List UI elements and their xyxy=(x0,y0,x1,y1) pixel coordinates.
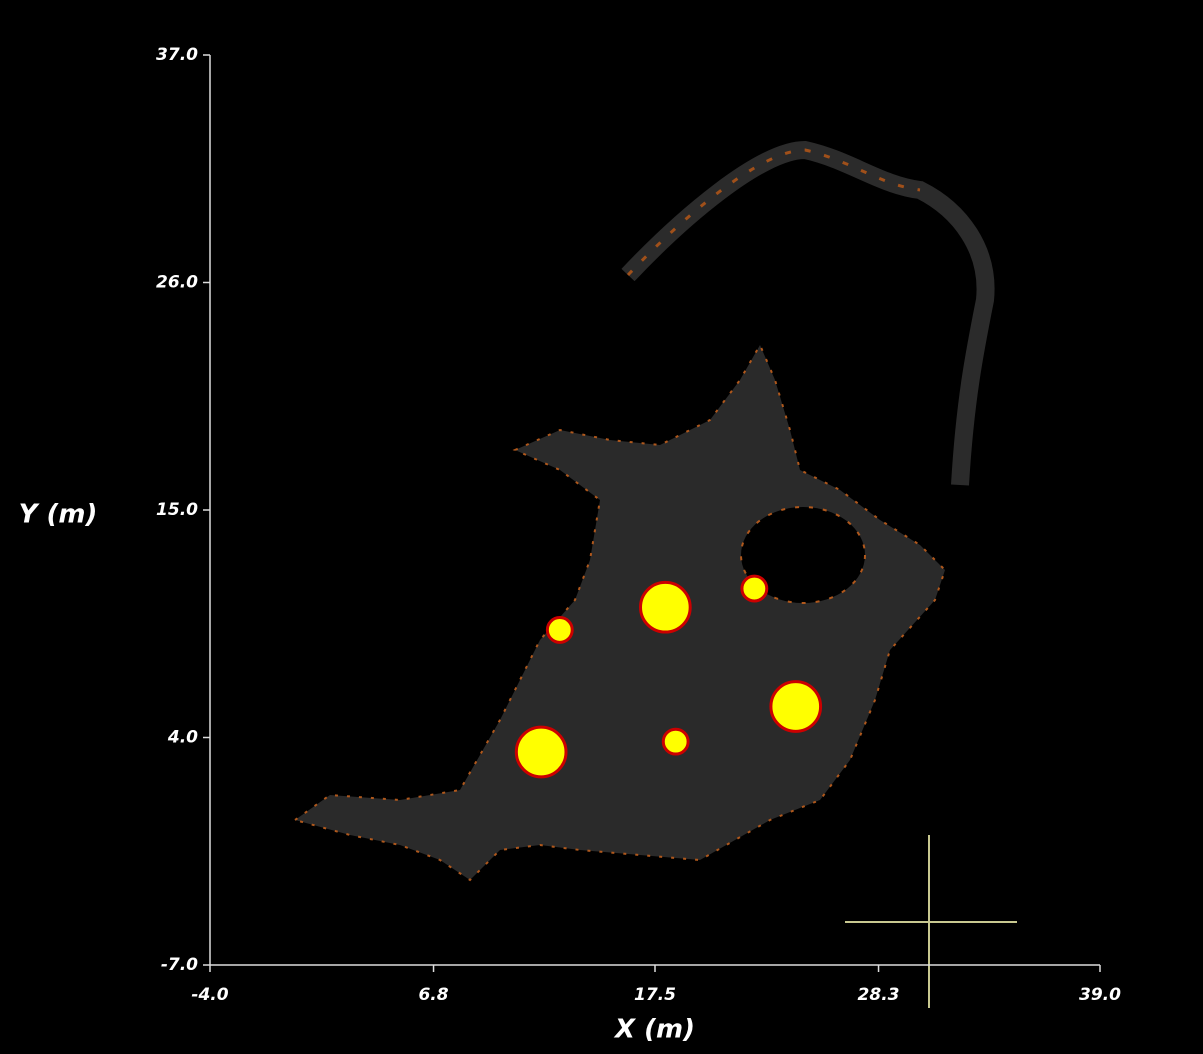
x-tick-label: 6.8 xyxy=(418,985,448,1005)
chart: Y (m) X (m) -4.0 6.8 17.5 28.3 39.0 -7.0 4.0 15… xyxy=(0,0,1203,1054)
bubble xyxy=(516,727,566,777)
bubble xyxy=(742,576,767,601)
y-tick-label: 15.0 xyxy=(156,500,198,520)
y-tick-label: 37.0 xyxy=(156,45,198,65)
x-tick-label: 39.0 xyxy=(1079,985,1121,1005)
x-tick-label: 17.5 xyxy=(634,985,676,1005)
y-tick-label: 4.0 xyxy=(167,728,198,748)
x-tick-label: -4.0 xyxy=(191,985,228,1005)
x-axis-label: X (m) xyxy=(613,1015,695,1045)
bubble xyxy=(663,729,688,754)
y-tick-label: 26.0 xyxy=(156,273,198,293)
y-axis-label: Y (m) xyxy=(19,500,98,530)
bubble xyxy=(771,682,821,732)
bubble xyxy=(641,582,691,632)
bubble xyxy=(547,618,572,643)
x-tick-label: 28.3 xyxy=(858,985,900,1005)
y-tick-label: -7.0 xyxy=(161,955,198,975)
